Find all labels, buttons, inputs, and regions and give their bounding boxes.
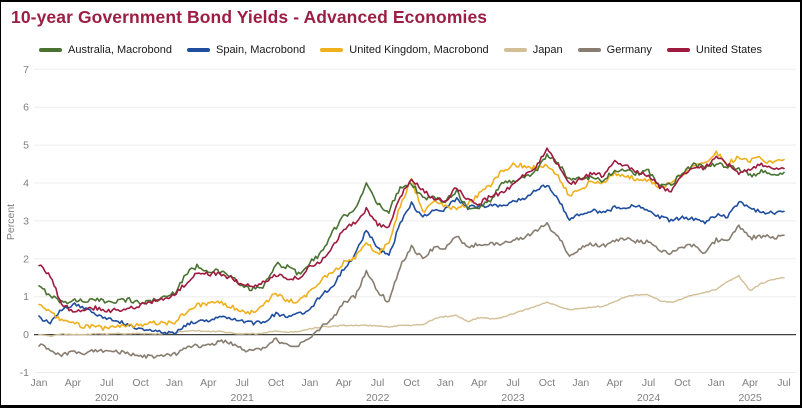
legend-label-germany: Germany xyxy=(606,44,652,56)
x-axis-year-label: 2020 xyxy=(95,392,119,404)
x-axis-tick-label: Apr xyxy=(65,377,82,389)
y-axis-tick-label: 7 xyxy=(23,64,29,76)
y-axis-tick-label: 1 xyxy=(23,291,29,303)
x-axis-tick-label: Apr xyxy=(607,377,624,389)
legend-item-united-kingdom-macrobond: United Kingdom, Macrobond xyxy=(320,44,489,56)
x-axis-tick-label: Jan xyxy=(708,377,725,389)
series-line-spain-macrobond xyxy=(38,184,785,336)
x-axis-tick-label: Jan xyxy=(31,377,48,389)
x-axis-tick-label: Oct xyxy=(674,377,690,389)
legend-swatch-united-kingdom-macrobond xyxy=(320,48,344,52)
x-axis-year-label: 2025 xyxy=(738,392,762,404)
y-axis-tick-label: -1 xyxy=(20,367,29,379)
x-axis-year-label: 2021 xyxy=(231,392,255,404)
x-axis-tick-label: Apr xyxy=(742,377,759,389)
series-line-japan xyxy=(38,274,785,337)
x-axis-tick-label: Apr xyxy=(200,377,217,389)
series-line-united-states xyxy=(38,147,785,314)
x-axis-tick-label: Jan xyxy=(301,377,318,389)
y-axis-tick-label: 3 xyxy=(23,215,29,227)
y-axis-tick-label: 6 xyxy=(23,102,29,114)
x-axis-year-label: 2024 xyxy=(637,392,661,404)
legend-swatch-united-states xyxy=(666,48,690,52)
y-axis-tick-label: 5 xyxy=(23,140,29,152)
legend-label-united-states: United States xyxy=(695,44,762,56)
legend-swatch-japan xyxy=(503,48,527,52)
x-axis-tick-label: Apr xyxy=(471,377,488,389)
y-axis-tick-label: 2 xyxy=(23,253,29,265)
x-axis-tick-label: Oct xyxy=(132,377,148,389)
legend-label-japan: Japan xyxy=(532,44,563,56)
x-axis-tick-label: Jul xyxy=(235,377,248,389)
x-axis-tick-label: Oct xyxy=(539,377,555,389)
x-axis-tick-label: Jan xyxy=(437,377,454,389)
legend-item-germany: Germany xyxy=(577,44,652,56)
legend-label-australia-macrobond: Australia, Macrobond xyxy=(68,44,172,56)
x-axis-year-label: 2022 xyxy=(366,392,390,404)
x-axis-tick-label: Jul xyxy=(506,377,519,389)
x-axis-tick-label: Jan xyxy=(166,377,183,389)
x-axis-tick-label: Jul xyxy=(777,377,790,389)
x-axis-tick-label: Oct xyxy=(268,377,284,389)
legend-item-australia-macrobond: Australia, Macrobond xyxy=(39,44,172,56)
x-axis-tick-label: Apr xyxy=(336,377,353,389)
chart-legend: Australia, Macrobond Spain, Macrobond Unit… xyxy=(1,44,800,56)
legend-swatch-spain-macrobond xyxy=(186,48,210,52)
y-axis-tick-label: 0 xyxy=(23,329,29,341)
x-axis-tick-label: Jul xyxy=(100,377,113,389)
x-axis-tick-label: Oct xyxy=(403,377,419,389)
y-axis-title: Percent xyxy=(5,204,17,240)
chart-title: 10-year Government Bond Yields - Advance… xyxy=(11,7,488,27)
x-axis-year-label: 2023 xyxy=(501,392,525,404)
legend-label-spain-macrobond: Spain, Macrobond xyxy=(215,44,306,56)
legend-item-spain-macrobond: Spain, Macrobond xyxy=(186,44,306,56)
x-axis-tick-label: Jan xyxy=(572,377,589,389)
y-axis-tick-label: 4 xyxy=(23,178,29,190)
x-axis-tick-label: Jul xyxy=(642,377,655,389)
series-line-germany xyxy=(38,221,785,359)
series-line-australia-macrobond xyxy=(38,153,785,306)
x-axis-tick-label: Jul xyxy=(371,377,384,389)
legend-swatch-germany xyxy=(577,48,601,52)
legend-item-japan: Japan xyxy=(503,44,563,56)
legend-swatch-australia-macrobond xyxy=(39,48,63,52)
legend-item-united-states: United States xyxy=(666,44,762,56)
legend-label-united-kingdom-macrobond: United Kingdom, Macrobond xyxy=(349,44,489,56)
